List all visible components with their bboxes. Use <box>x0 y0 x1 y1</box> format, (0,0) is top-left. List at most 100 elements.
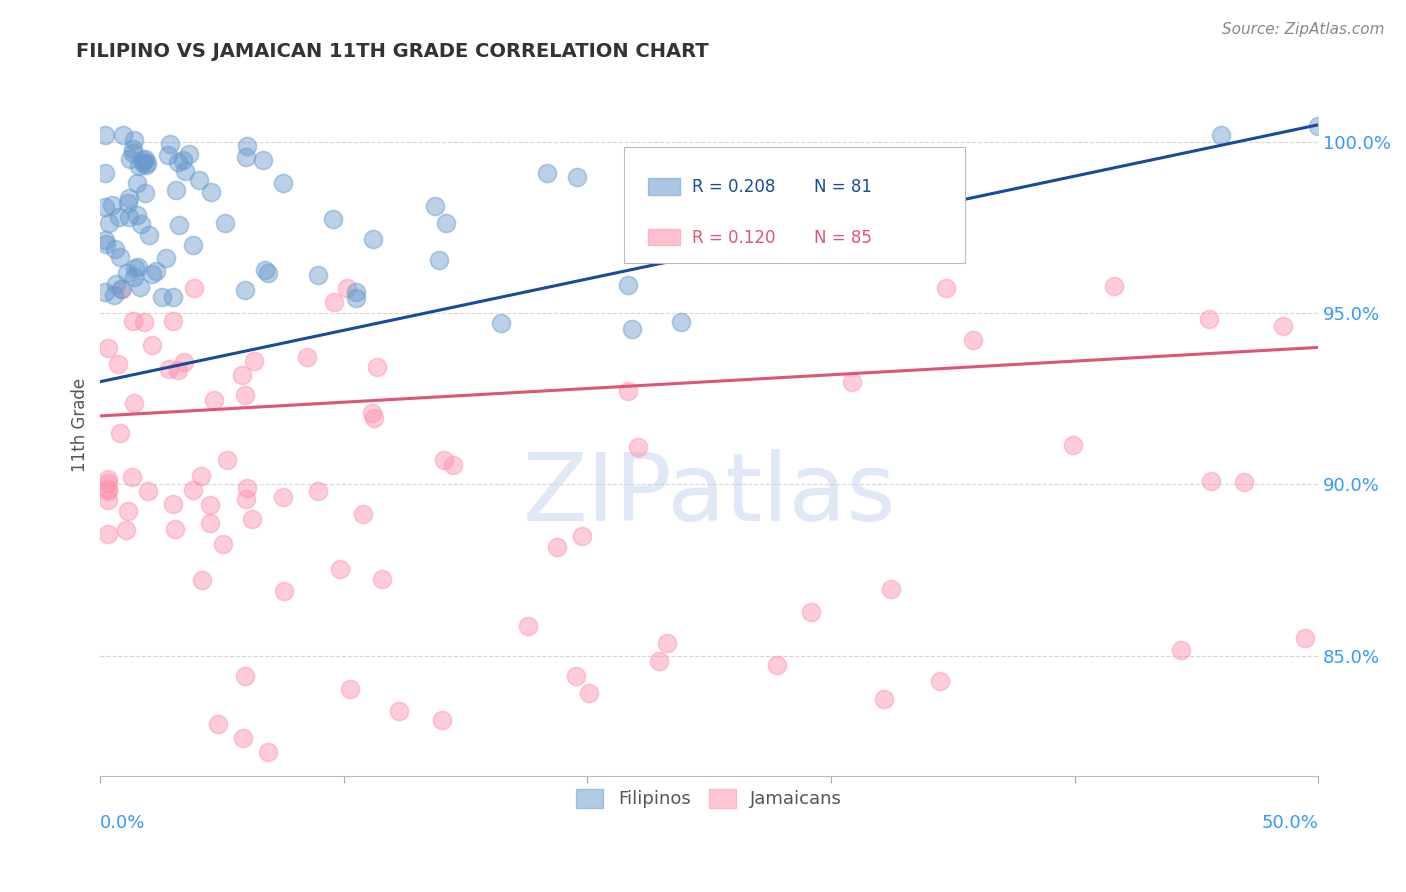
Point <box>191 573 214 587</box>
Point <box>657 636 679 650</box>
Point <box>181 483 204 497</box>
Point <box>134 314 156 328</box>
Point <box>873 691 896 706</box>
Point <box>141 337 163 351</box>
Point <box>94 128 117 143</box>
Text: 50.0%: 50.0% <box>1261 814 1319 832</box>
Point <box>136 156 159 170</box>
Point <box>200 185 222 199</box>
Point <box>516 619 538 633</box>
Point <box>935 281 957 295</box>
Point <box>681 165 703 179</box>
Point <box>108 250 131 264</box>
Point <box>122 269 145 284</box>
Point <box>352 507 374 521</box>
Point <box>110 282 132 296</box>
FancyBboxPatch shape <box>648 228 681 245</box>
Point <box>117 196 139 211</box>
Point <box>669 314 692 328</box>
Point <box>118 152 141 166</box>
Point <box>138 227 160 242</box>
Point <box>1102 279 1125 293</box>
Point <box>179 147 201 161</box>
Point <box>567 169 589 184</box>
Point <box>536 165 558 179</box>
Point <box>131 217 153 231</box>
Point <box>430 713 453 727</box>
Point <box>546 540 568 554</box>
Point <box>150 290 173 304</box>
Point <box>188 173 211 187</box>
Point <box>103 288 125 302</box>
Point <box>136 483 159 498</box>
Point <box>94 234 117 248</box>
Point <box>217 452 239 467</box>
Point <box>211 536 233 550</box>
Point <box>626 440 648 454</box>
Point <box>94 166 117 180</box>
Point <box>617 384 640 399</box>
Point <box>166 155 188 169</box>
Point <box>233 388 256 402</box>
Point <box>97 527 120 541</box>
Point <box>97 472 120 486</box>
Legend: Filipinos, Jamaicans: Filipinos, Jamaicans <box>569 781 849 815</box>
Point <box>307 484 329 499</box>
Point <box>929 673 952 688</box>
Text: Source: ZipAtlas.com: Source: ZipAtlas.com <box>1222 22 1385 37</box>
FancyBboxPatch shape <box>624 147 965 263</box>
Point <box>122 145 145 160</box>
Point <box>173 355 195 369</box>
Point <box>96 237 118 252</box>
Point <box>800 605 823 619</box>
Point <box>336 281 359 295</box>
Point <box>620 321 643 335</box>
Point <box>427 252 450 267</box>
Point <box>118 210 141 224</box>
Point <box>1233 475 1256 490</box>
Point <box>252 153 274 167</box>
Point <box>97 484 120 499</box>
Point <box>124 396 146 410</box>
Point <box>128 279 150 293</box>
Point <box>1308 119 1330 133</box>
Point <box>115 266 138 280</box>
Point <box>117 504 139 518</box>
Point <box>253 263 276 277</box>
FancyBboxPatch shape <box>648 178 681 194</box>
Text: R = 0.208: R = 0.208 <box>692 178 776 196</box>
Point <box>366 359 388 374</box>
Point <box>159 137 181 152</box>
Point <box>271 176 294 190</box>
Point <box>101 198 124 212</box>
Point <box>181 237 204 252</box>
Point <box>361 406 384 420</box>
Point <box>167 362 190 376</box>
Text: R = 0.120: R = 0.120 <box>692 228 776 247</box>
Point <box>97 341 120 355</box>
Point <box>173 164 195 178</box>
Point <box>648 655 671 669</box>
Point <box>236 481 259 495</box>
Point <box>869 188 891 202</box>
Point <box>112 128 135 142</box>
Point <box>441 458 464 472</box>
Point <box>198 516 221 530</box>
Point <box>344 291 367 305</box>
Point <box>240 512 263 526</box>
Point <box>433 453 456 467</box>
Point <box>363 232 385 246</box>
Point <box>172 153 194 167</box>
Point <box>235 150 257 164</box>
Point <box>127 260 149 274</box>
Point <box>339 681 361 696</box>
Point <box>97 482 120 496</box>
Point <box>675 194 697 208</box>
Point <box>370 572 392 586</box>
Point <box>94 200 117 214</box>
Point <box>157 362 180 376</box>
Point <box>1294 631 1316 645</box>
Point <box>617 278 640 293</box>
Point <box>434 216 457 230</box>
Point <box>97 492 120 507</box>
